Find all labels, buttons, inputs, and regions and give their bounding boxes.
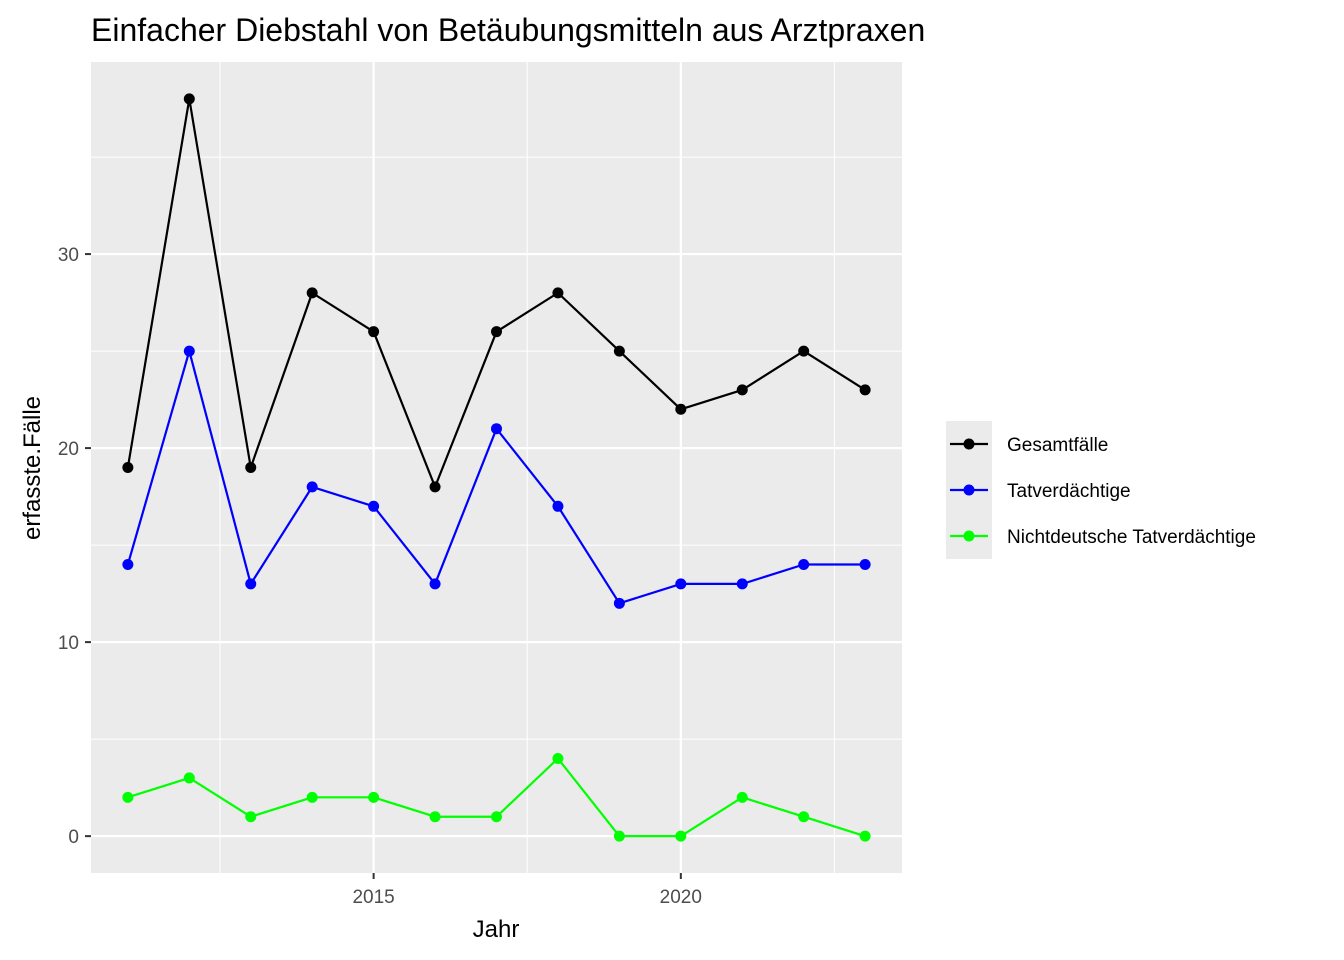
data-point bbox=[552, 500, 564, 512]
grid-minor bbox=[91, 62, 902, 873]
data-point bbox=[491, 811, 502, 823]
data-point bbox=[429, 811, 441, 823]
legend-key-point bbox=[963, 530, 975, 542]
data-point bbox=[491, 423, 502, 435]
y-tick-label: 30 bbox=[58, 245, 79, 266]
grid-major bbox=[91, 62, 902, 873]
data-point bbox=[613, 597, 625, 609]
data-point bbox=[183, 772, 195, 784]
data-point bbox=[675, 578, 687, 590]
chart-title: Einfacher Diebstahl von Betäubungsmittel… bbox=[91, 12, 925, 48]
data-point bbox=[183, 345, 195, 357]
data-point bbox=[429, 578, 441, 590]
y-axis: 0 10 20 30 bbox=[58, 245, 91, 848]
x-tick-label: 2020 bbox=[660, 887, 702, 908]
data-point bbox=[245, 578, 257, 590]
data-point bbox=[859, 830, 871, 842]
y-tick-label: 10 bbox=[58, 633, 79, 654]
data-point bbox=[122, 462, 134, 473]
series-layer bbox=[122, 93, 871, 842]
legend-label: Gesamtfälle bbox=[1007, 435, 1108, 456]
data-point bbox=[736, 384, 748, 396]
data-point bbox=[306, 481, 318, 493]
legend-key-point bbox=[963, 484, 975, 496]
legend: Gesamtfälle Tatverdächtige Nichtdeutsche T… bbox=[946, 421, 1256, 559]
data-point bbox=[798, 559, 810, 571]
data-point bbox=[368, 500, 380, 512]
data-point bbox=[613, 345, 625, 357]
data-point bbox=[245, 811, 257, 823]
data-point bbox=[491, 326, 502, 338]
data-point bbox=[736, 791, 748, 803]
data-point bbox=[798, 345, 810, 357]
data-point bbox=[798, 811, 810, 823]
data-point bbox=[675, 830, 687, 842]
data-point bbox=[859, 384, 871, 396]
data-point bbox=[675, 403, 687, 415]
data-point bbox=[368, 326, 380, 338]
y-tick-label: 20 bbox=[58, 439, 79, 460]
y-tick-label: 0 bbox=[68, 827, 79, 848]
data-point bbox=[122, 559, 134, 571]
data-point bbox=[368, 791, 380, 803]
data-point bbox=[552, 753, 564, 765]
data-point bbox=[306, 791, 318, 803]
data-point bbox=[306, 287, 318, 299]
x-axis: 2015 2020 bbox=[352, 873, 702, 908]
y-axis-title: erfasste.Fälle bbox=[19, 396, 46, 540]
data-point bbox=[859, 559, 871, 571]
legend-label: Nichtdeutsche Tatverdächtige bbox=[1007, 527, 1256, 548]
plot-panel bbox=[91, 62, 902, 873]
data-point bbox=[183, 93, 195, 105]
data-point bbox=[429, 481, 441, 493]
data-point bbox=[122, 791, 134, 803]
legend-key-point bbox=[963, 438, 975, 450]
data-point bbox=[245, 462, 257, 473]
data-point bbox=[736, 578, 748, 590]
x-axis-title: Jahr bbox=[473, 916, 520, 943]
legend-label: Tatverdächtige bbox=[1007, 481, 1131, 502]
x-tick-label: 2015 bbox=[352, 887, 394, 908]
data-point bbox=[613, 830, 625, 842]
data-point bbox=[552, 287, 564, 299]
